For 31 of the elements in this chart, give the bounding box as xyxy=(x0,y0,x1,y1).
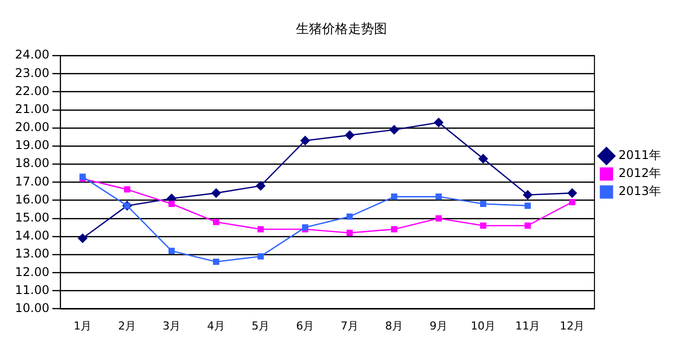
x-tick-label: 1月 xyxy=(74,319,92,332)
legend-label: 2011年 xyxy=(618,148,662,162)
y-tick-label: 15.00 xyxy=(14,210,50,224)
y-tick-label: 11.00 xyxy=(14,282,50,297)
y-tick-label: 13.00 xyxy=(14,246,50,261)
x-tick-label: 9月 xyxy=(430,319,448,332)
y-tick-label: 22.00 xyxy=(14,84,50,98)
chart-title: 生猪价格走势图 xyxy=(296,22,387,38)
x-tick-label: 12月 xyxy=(560,319,585,332)
x-tick-label: 5月 xyxy=(252,319,270,332)
y-tick-label: 23.00 xyxy=(14,66,50,80)
legend-label: 2013年 xyxy=(618,184,662,198)
y-tick-label: 20.00 xyxy=(14,120,50,134)
y-tick-label: 24.00 xyxy=(14,48,50,62)
x-tick-label: 2月 xyxy=(118,319,136,332)
y-tick-label: 14.00 xyxy=(14,228,50,243)
y-tick-label: 12.00 xyxy=(14,264,50,279)
x-tick-label: 11月 xyxy=(515,319,540,332)
x-tick-label: 8月 xyxy=(385,319,404,332)
x-tick-label: 3月 xyxy=(162,319,181,332)
legend-label: 2012年 xyxy=(618,166,662,180)
x-tick-label: 7月 xyxy=(340,319,359,332)
y-tick-label: 21.00 xyxy=(14,102,50,116)
y-tick-label: 10.00 xyxy=(14,300,50,315)
y-tick-label: 16.00 xyxy=(14,192,50,206)
y-tick-label: 18.00 xyxy=(14,156,50,170)
x-tick-label: 6月 xyxy=(296,319,314,332)
x-tick-label: 4月 xyxy=(207,319,226,332)
x-tick-label: 10月 xyxy=(470,319,496,332)
y-tick-label: 17.00 xyxy=(14,174,50,188)
y-tick-label: 19.00 xyxy=(14,138,50,152)
